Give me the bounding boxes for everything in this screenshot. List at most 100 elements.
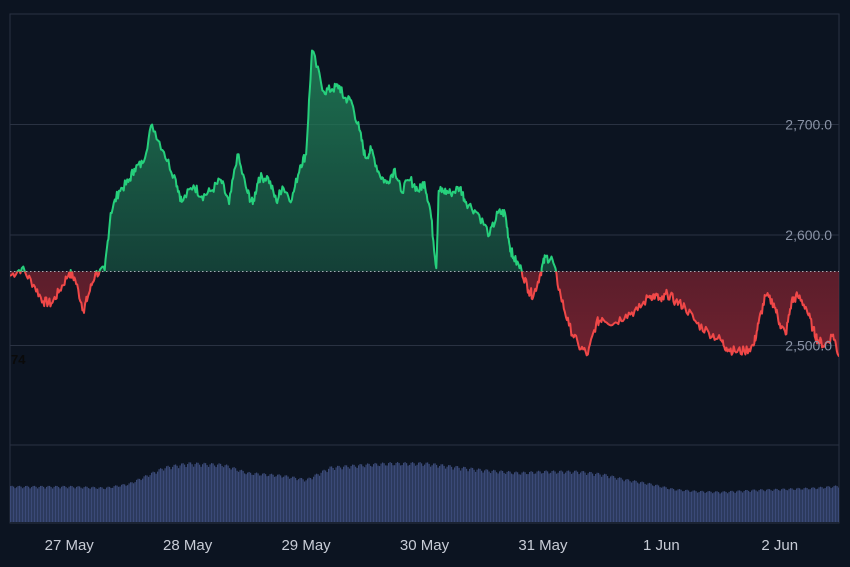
volume-bar	[703, 491, 705, 522]
volume-bar	[689, 491, 691, 522]
volume-bar	[298, 479, 300, 522]
volume-bar	[86, 486, 88, 522]
volume-bar	[409, 464, 411, 522]
volume-bar	[571, 473, 573, 522]
volume-bar	[469, 468, 471, 522]
volume-bar	[463, 466, 465, 522]
volume-bar	[604, 473, 606, 522]
volume-bar	[487, 469, 489, 522]
volume-bar	[329, 466, 331, 522]
volume-bar	[548, 473, 550, 522]
y-tick-label: 2,600.0	[785, 227, 832, 243]
volume-bar	[478, 468, 480, 522]
volume-bar	[35, 486, 37, 522]
volume-bar	[346, 465, 348, 522]
volume-bar	[827, 486, 829, 522]
volume-bar	[67, 488, 69, 522]
volume-bar	[173, 464, 175, 522]
volume-bar	[82, 488, 84, 522]
y-axis-labels: 2,500.0 2,600.0 2,700.0	[785, 117, 832, 354]
volume-bar	[347, 467, 349, 522]
volume-bar	[301, 477, 303, 522]
volume-bar	[461, 468, 463, 522]
volume-bar	[613, 476, 615, 522]
volume-bar	[80, 487, 82, 522]
volume-bar	[812, 487, 814, 522]
volume-bar	[389, 462, 391, 522]
volume-bar	[772, 490, 774, 522]
volume-bar	[286, 475, 288, 522]
volume-bar	[787, 490, 789, 522]
volume-bar	[109, 486, 111, 522]
volume-bar	[47, 485, 49, 522]
volume-bar	[391, 462, 393, 522]
volume-bar	[445, 468, 447, 522]
volume-bar	[673, 489, 675, 522]
volume-bar	[479, 468, 481, 522]
volume-bar	[115, 485, 117, 522]
volume-bar	[535, 473, 537, 522]
volume-bar	[124, 484, 126, 522]
volume-bar	[398, 463, 400, 522]
volume-bar	[145, 475, 147, 522]
volume-bar	[470, 467, 472, 522]
volume-bar	[85, 486, 87, 522]
volume-bar	[734, 492, 736, 522]
volume-bar	[452, 469, 454, 522]
volume-bar	[430, 466, 432, 522]
volume-bar	[97, 488, 99, 522]
volume-bar	[701, 490, 703, 522]
volume-bar	[155, 473, 157, 522]
volume-bar	[91, 487, 93, 522]
volume-bar	[20, 486, 22, 522]
volume-bar	[764, 491, 766, 522]
volume-bar	[355, 466, 357, 522]
volume-bar	[400, 465, 402, 522]
volume-bar	[334, 470, 336, 522]
volume-bar	[58, 487, 60, 522]
volume-bar	[545, 470, 547, 522]
volume-bar	[602, 474, 604, 522]
volume-bar	[557, 472, 559, 522]
volume-bar	[407, 465, 409, 522]
volume-bar	[454, 467, 456, 522]
volume-bar	[43, 486, 45, 522]
volume-bar	[836, 486, 838, 522]
volume-bar	[587, 473, 589, 522]
volume-bar	[332, 467, 334, 522]
volume-bar	[235, 468, 237, 522]
volume-bar	[490, 473, 492, 522]
line-above-baseline	[16, 49, 558, 272]
volume-bar	[512, 474, 514, 522]
volume-bar	[553, 470, 555, 522]
volume-bar	[83, 487, 85, 522]
volume-bar	[136, 479, 138, 522]
volume-bar	[179, 465, 181, 522]
volume-bar	[406, 463, 408, 522]
volume-bar	[316, 473, 318, 522]
volume-bar	[206, 465, 208, 522]
volume-bar	[365, 464, 367, 522]
volume-bar	[817, 488, 819, 522]
volume-bar	[278, 474, 280, 522]
volume-bar	[137, 478, 139, 522]
volume-bar	[802, 489, 804, 522]
volume-bar	[89, 488, 91, 522]
volume-bar	[68, 486, 70, 522]
volume-bar	[791, 488, 793, 522]
volume-bar	[248, 471, 250, 522]
volume-bar	[658, 485, 660, 522]
volume-bar	[569, 471, 571, 522]
plot-border	[9, 13, 840, 524]
volume-bar	[820, 486, 822, 522]
volume-bar	[101, 487, 103, 522]
volume-bar	[440, 464, 442, 522]
volume-bar	[647, 483, 649, 522]
volume-bar	[343, 466, 345, 522]
volume-bar	[607, 475, 609, 522]
volume-bar	[187, 464, 189, 522]
volume-bar	[328, 468, 330, 522]
volume-bar	[428, 463, 430, 522]
